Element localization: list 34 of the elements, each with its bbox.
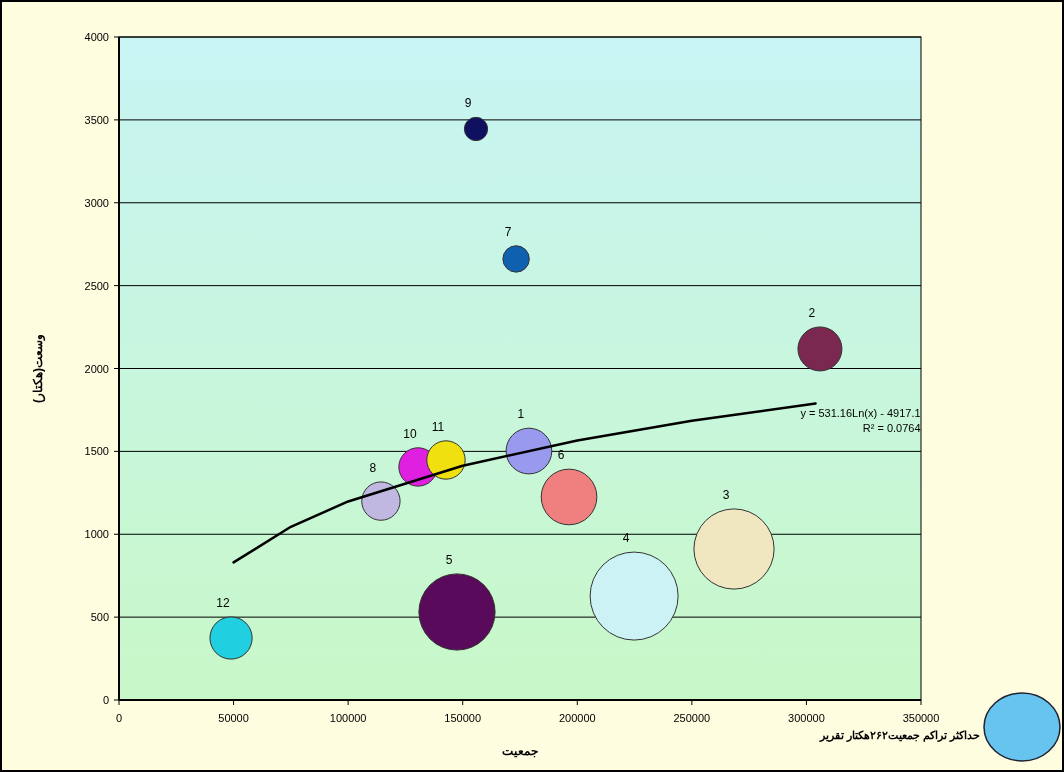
y-tick-label: 2500 xyxy=(84,279,109,292)
annotation: 8 xyxy=(369,460,377,475)
y-tick-label: 1000 xyxy=(84,528,109,541)
annotation: 10 xyxy=(403,426,418,441)
annotation: 11 xyxy=(431,419,445,434)
annotation: 6 xyxy=(557,448,565,463)
x-tick-label: 0 xyxy=(115,712,123,724)
annotation: R² = 0.0764 xyxy=(862,422,921,435)
annotation: 7 xyxy=(504,224,512,239)
annotation: 3 xyxy=(722,487,730,502)
x-tick-label: 100000 xyxy=(329,712,367,724)
annotation: 1 xyxy=(517,407,525,422)
x-tick-label: 50000 xyxy=(218,712,249,724)
annotation: 12 xyxy=(216,595,231,610)
x-tick-label: 350000 xyxy=(902,712,940,724)
y-tick-label: 0 xyxy=(102,694,109,706)
y-tick-label: 2000 xyxy=(84,362,109,375)
annotation: 4 xyxy=(622,531,630,546)
y-axis-title: وسعت(هکتار) xyxy=(31,334,46,403)
y-tick-label: 4000 xyxy=(84,31,109,43)
x-tick-label: 300000 xyxy=(788,712,825,724)
x-tick-label: 200000 xyxy=(558,712,596,724)
y-tick-label: 3500 xyxy=(84,113,109,126)
annotation: y = 531.16Ln(x) - 4917.1 xyxy=(800,407,921,420)
x-tick-label: 150000 xyxy=(444,712,482,724)
y-tick-label: 500 xyxy=(90,611,109,624)
annotation: 9 xyxy=(464,96,472,111)
y-tick-label: 1500 xyxy=(84,445,109,458)
text: حداکثر تراکم جمعیت۲۶۲هکتار تقریر xyxy=(818,729,980,742)
annotation: 5 xyxy=(445,552,453,567)
y-tick-label: 3000 xyxy=(84,196,109,209)
x-axis-title: جمعیت xyxy=(502,744,538,758)
annotation: 2 xyxy=(808,305,816,320)
x-tick-label: 250000 xyxy=(673,712,711,724)
